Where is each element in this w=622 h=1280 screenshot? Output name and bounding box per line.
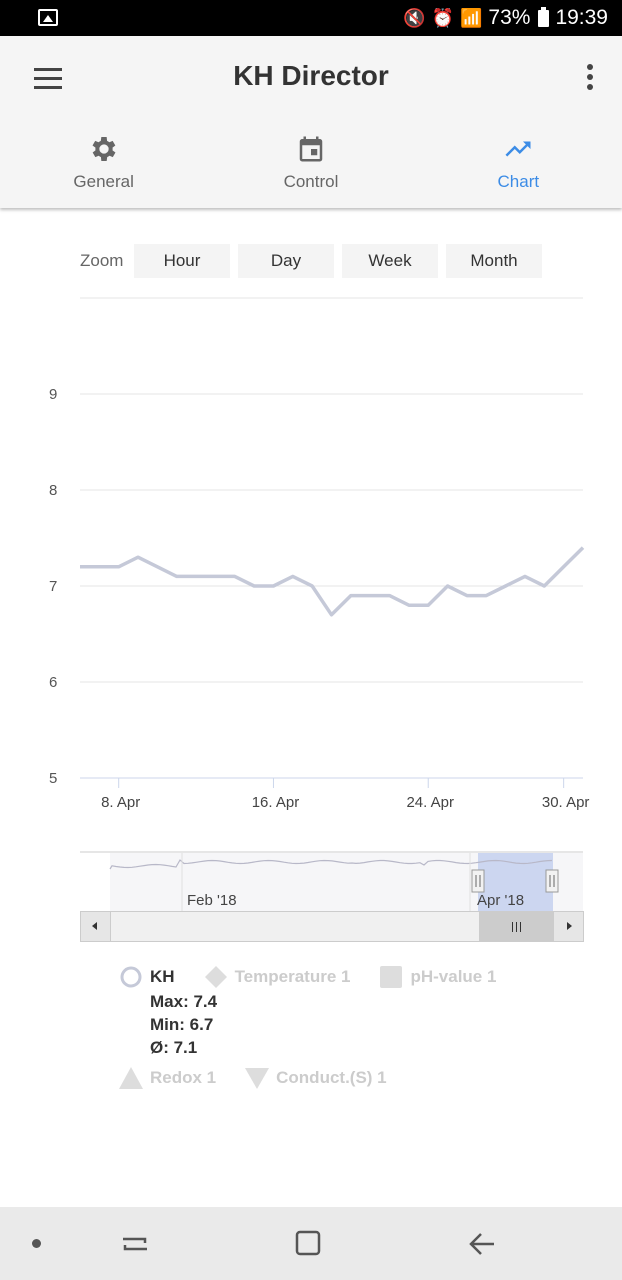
legend-label: Redox 1 <box>150 1068 217 1087</box>
app-bar: KH Director General Control Chart <box>0 36 622 208</box>
legend-item-conductivity[interactable]: Conduct.(S) 1 <box>244 1065 387 1091</box>
x-tick-label: 8. Apr <box>101 794 140 811</box>
legend-item-kh[interactable]: KH <box>118 964 175 990</box>
navigator-handle[interactable] <box>471 869 485 893</box>
square-icon <box>378 964 404 990</box>
y-tick-label: 8 <box>49 482 57 499</box>
zoom-label: Zoom <box>80 251 124 270</box>
gear-icon <box>0 132 207 166</box>
legend-item-ph[interactable]: pH-value 1 <box>378 964 496 990</box>
battery-percent: 73% <box>488 6 531 29</box>
legend-label: KH <box>150 967 175 986</box>
mute-icon: 🔇 <box>403 7 426 28</box>
battery-icon <box>538 6 550 27</box>
nav-dot-icon <box>32 1239 41 1248</box>
legend-item-temperature[interactable]: Temperature 1 <box>203 964 351 990</box>
triangle-icon <box>118 1065 144 1091</box>
circle-icon <box>118 964 144 990</box>
y-tick-label: 7 <box>49 578 57 595</box>
navigator-scrollbar[interactable] <box>80 911 584 942</box>
zoom-hour-button[interactable]: Hour <box>134 244 230 278</box>
y-tick-label: 9 <box>49 386 57 403</box>
legend-item-redox[interactable]: Redox 1 <box>118 1065 216 1091</box>
legend-label: pH-value 1 <box>410 967 497 986</box>
x-tick-label: 30. Apr <box>542 794 590 811</box>
tab-chart[interactable]: Chart <box>415 132 622 208</box>
kh-max: Max: 7.4 <box>150 992 218 1011</box>
navigator-label: Apr '18 <box>477 892 524 909</box>
zoom-week-button[interactable]: Week <box>342 244 438 278</box>
wifi-icon: 📶 <box>459 7 483 28</box>
series-line-kh <box>80 546 585 617</box>
diamond-icon <box>203 964 229 990</box>
legend-label: Temperature 1 <box>234 967 351 986</box>
kh-min: Min: 6.7 <box>150 1015 214 1034</box>
chart-legend: KH Temperature 1 pH-value 1 Max: 7.4 Min… <box>118 964 598 1093</box>
scrollbar-thumb[interactable] <box>479 912 553 941</box>
tab-label: Chart <box>497 172 540 191</box>
clock: 19:39 <box>555 6 608 29</box>
zoom-controls: Zoom Hour Day Week Month <box>80 244 550 278</box>
chart-svg[interactable]: 5 6 7 8 9 8. Apr 16. Apr 24. Apr 30. Apr Feb '18 A… <box>0 290 622 950</box>
trending-up-icon <box>415 132 622 166</box>
navigator-handle[interactable] <box>545 869 559 893</box>
x-tick-label: 16. Apr <box>252 794 300 811</box>
tab-control[interactable]: Control <box>207 132 414 208</box>
chart-area[interactable]: 5 6 7 8 9 8. Apr 16. Apr 24. Apr 30. Apr Feb '18 A… <box>0 290 622 950</box>
zoom-day-button[interactable]: Day <box>238 244 334 278</box>
tab-general[interactable]: General <box>0 132 207 208</box>
more-options-icon[interactable] <box>586 64 594 92</box>
tab-bar: General Control Chart <box>0 132 622 208</box>
menu-icon[interactable] <box>34 68 62 90</box>
page-title: KH Director <box>233 60 389 91</box>
status-bar: 🔇 ⏰ 📶 73% 19:39 <box>0 0 622 36</box>
scroll-right-button[interactable] <box>553 912 583 941</box>
navigator-label: Feb '18 <box>187 892 237 909</box>
y-tick-label: 6 <box>49 674 57 691</box>
y-tick-label: 5 <box>49 770 57 787</box>
back-icon[interactable] <box>466 1227 500 1261</box>
tab-label: General <box>73 172 134 191</box>
kh-stats: Max: 7.4 Min: 6.7 Ø: 7.1 <box>150 990 598 1059</box>
kh-avg: Ø: 7.1 <box>150 1038 198 1057</box>
system-nav-bar <box>0 1207 622 1280</box>
gallery-icon <box>38 9 58 26</box>
zoom-month-button[interactable]: Month <box>446 244 542 278</box>
legend-label: Conduct.(S) 1 <box>276 1068 387 1087</box>
x-tick-label: 24. Apr <box>406 794 454 811</box>
home-icon[interactable] <box>292 1227 326 1261</box>
recent-apps-icon[interactable] <box>118 1227 152 1261</box>
calendar-icon <box>207 132 414 166</box>
alarm-icon: ⏰ <box>431 7 454 28</box>
scroll-left-button[interactable] <box>81 912 111 941</box>
triangle-down-icon <box>244 1065 270 1091</box>
status-right: 🔇 ⏰ 📶 73% 19:39 <box>403 4 608 32</box>
tab-label: Control <box>283 172 339 191</box>
